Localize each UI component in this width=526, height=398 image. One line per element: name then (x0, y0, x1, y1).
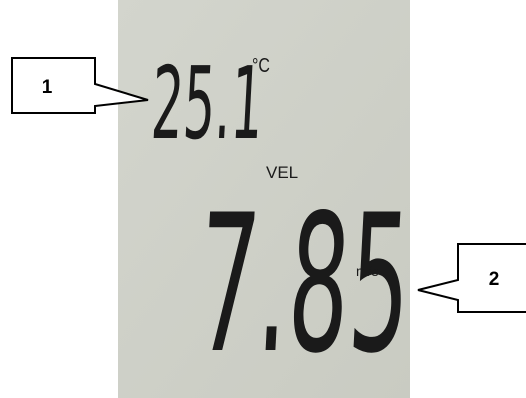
velocity-reading: 7.85 (193, 174, 416, 395)
lcd-panel (118, 0, 410, 398)
temperature-reading: 25.1 (149, 46, 266, 162)
callout-box (417, 243, 526, 313)
velocity-unit: m/s (356, 263, 379, 279)
callout-box (11, 57, 149, 114)
temperature-unit: °C (252, 54, 270, 76)
callout-label: 1 (42, 77, 53, 98)
callout-label: 2 (489, 269, 500, 290)
mode-label: VEL (266, 163, 298, 182)
